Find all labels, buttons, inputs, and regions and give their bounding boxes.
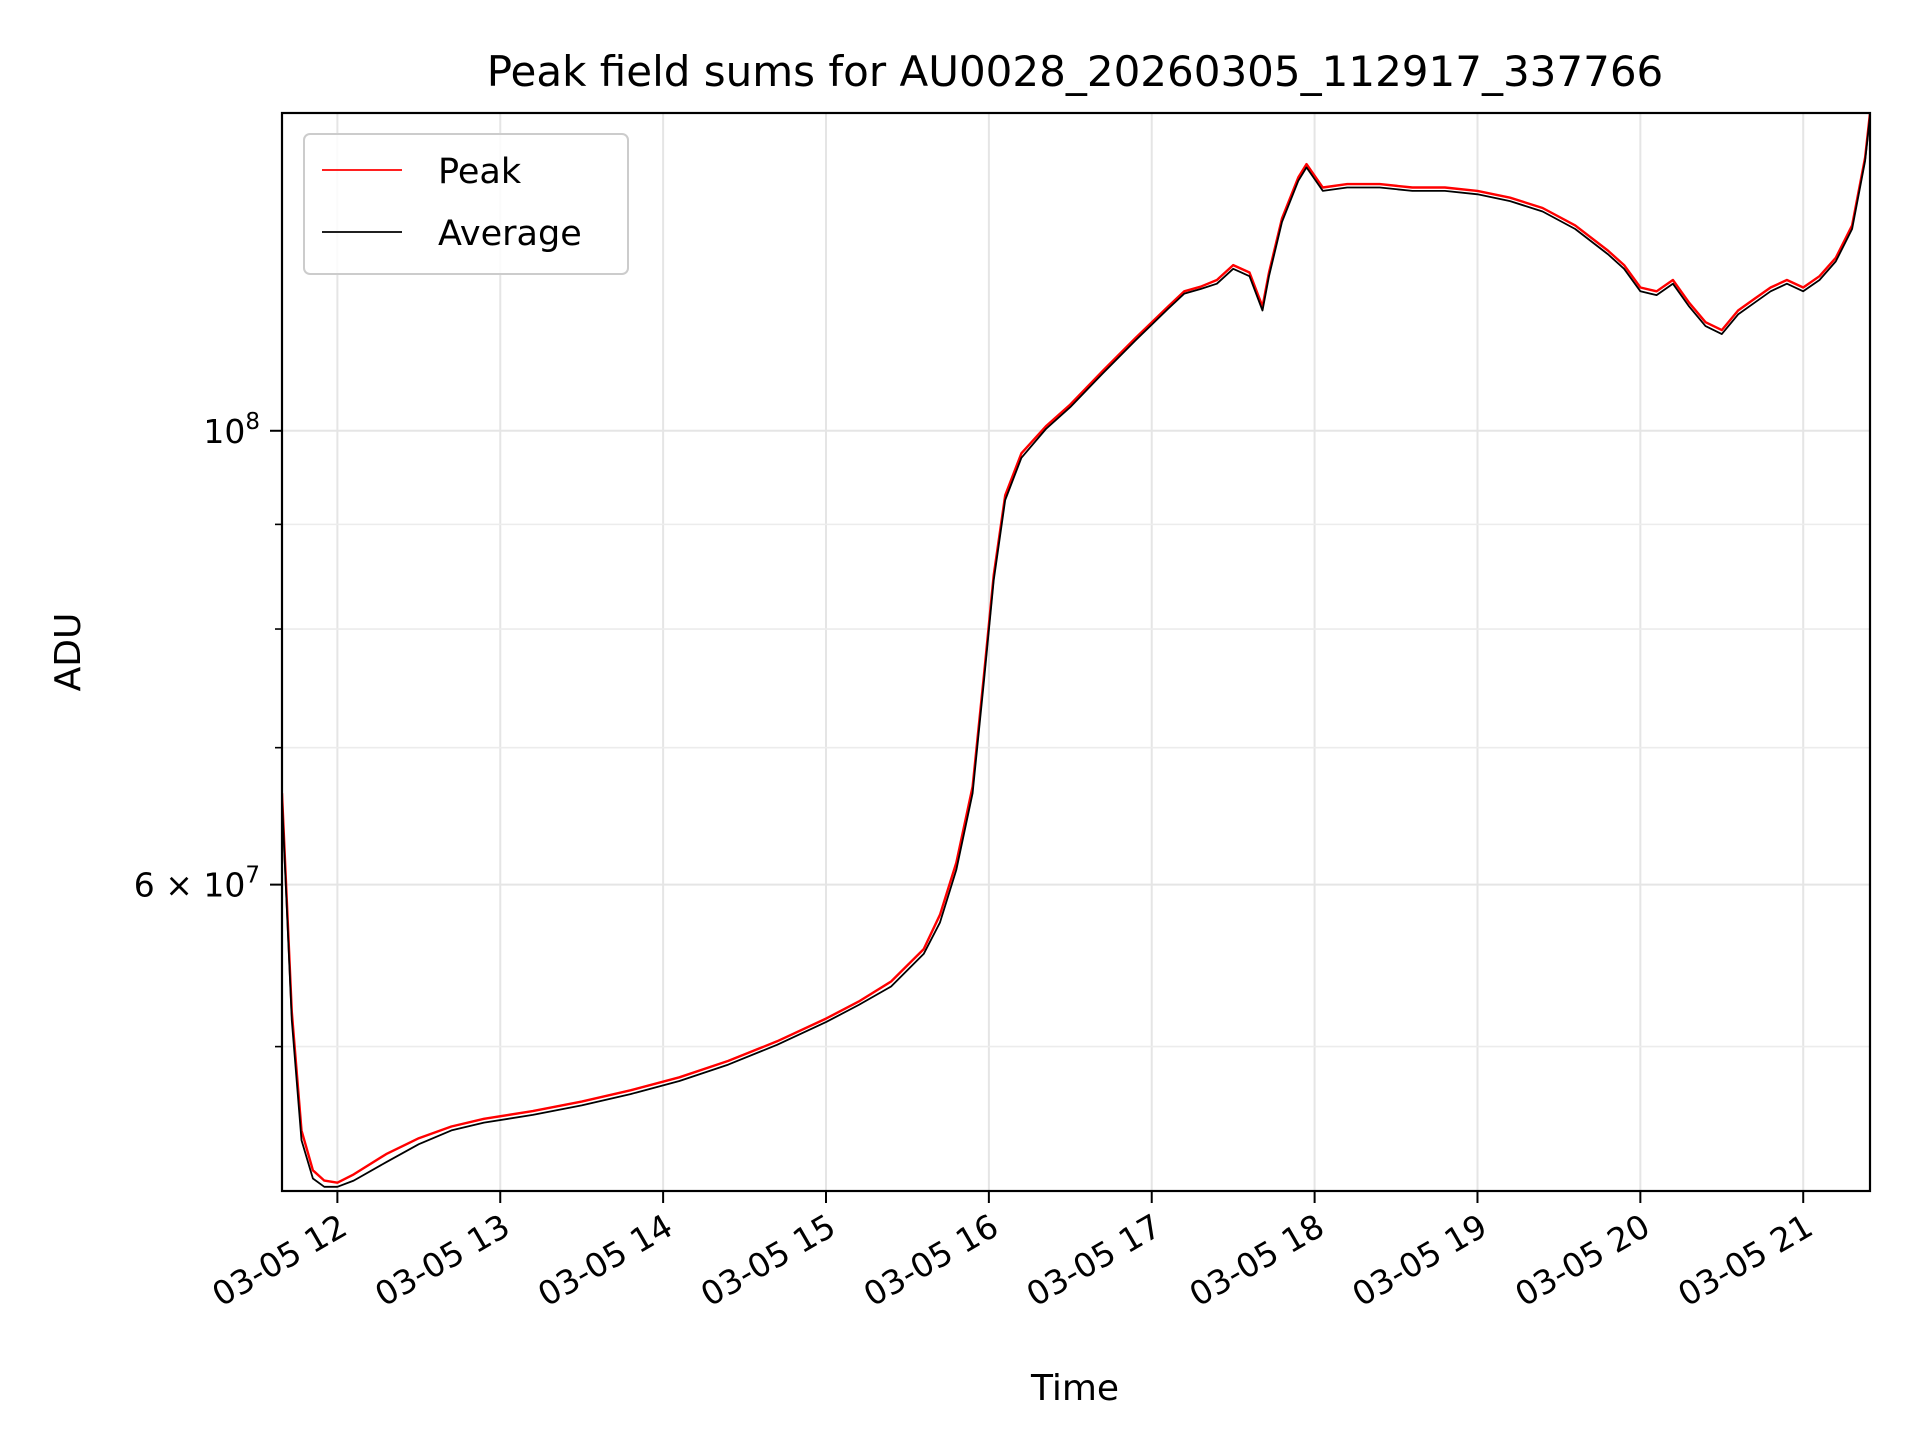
x-axis-label: Time: [1030, 1368, 1119, 1409]
series-line-average: [282, 116, 1870, 1188]
y-tick-label-1: 6 × 107: [134, 863, 260, 905]
series-lines: [282, 113, 1870, 1188]
series-line-peak: [282, 113, 1870, 1184]
chart-title: Peak field sums for AU0028_20260305_1129…: [487, 47, 1664, 96]
legend-label-peak: Peak: [438, 152, 522, 192]
legend: Peak Average: [303, 133, 629, 275]
y-tick-label-0: 108: [203, 409, 260, 451]
legend-label-average: Average: [438, 214, 582, 254]
plot-frame: [280, 111, 1872, 1193]
y-axis-label: ADU: [48, 613, 89, 692]
y-axis-ticks: 108 6 × 107: [134, 409, 282, 1048]
legend-box: [303, 133, 629, 275]
grid: [282, 113, 1870, 1191]
